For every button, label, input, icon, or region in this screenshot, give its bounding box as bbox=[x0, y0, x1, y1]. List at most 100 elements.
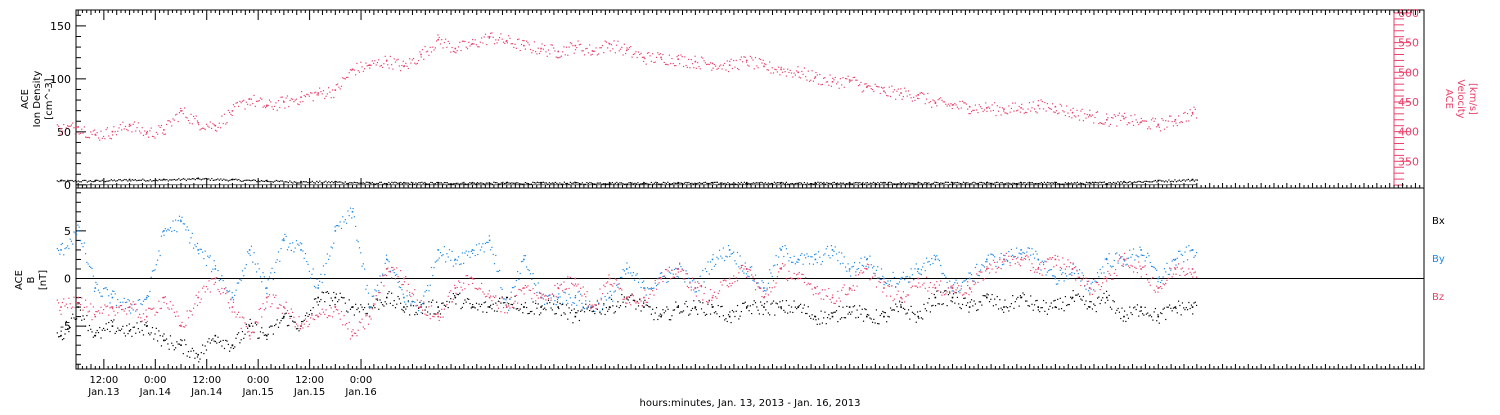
data-dot-series bbox=[1029, 182, 1030, 183]
data-dot-series bbox=[656, 57, 657, 58]
data-dot-series bbox=[111, 138, 112, 139]
data-dot-series bbox=[1093, 182, 1094, 183]
data-point-series bbox=[900, 92, 902, 94]
data-dot-By bbox=[1137, 256, 1138, 257]
data-dot-By bbox=[377, 285, 378, 286]
data-dot-By bbox=[792, 262, 793, 263]
data-dot-By bbox=[644, 288, 645, 289]
data-dot-By bbox=[318, 285, 319, 286]
data-dot-By bbox=[776, 255, 777, 256]
data-dot-series bbox=[349, 72, 350, 73]
data-dot-By bbox=[1156, 270, 1157, 271]
data-dot-series bbox=[280, 180, 281, 181]
data-dot-series bbox=[418, 60, 419, 61]
data-dot-series bbox=[811, 183, 812, 184]
data-dot-Bx bbox=[354, 314, 355, 315]
data-point-By bbox=[883, 278, 885, 280]
data-dot-By bbox=[261, 281, 262, 282]
data-dot-series bbox=[519, 183, 520, 184]
data-dot-series bbox=[359, 72, 360, 73]
data-dot-Bz bbox=[91, 319, 92, 320]
data-dot-series bbox=[306, 181, 307, 182]
data-dot-series bbox=[693, 67, 694, 68]
data-dot-By bbox=[167, 229, 168, 230]
data-dot-By bbox=[513, 287, 514, 288]
data-dot-series bbox=[1186, 179, 1187, 180]
data-dot-series bbox=[739, 59, 740, 60]
data-dot-Bx bbox=[352, 306, 353, 307]
data-dot-Bx bbox=[332, 300, 333, 301]
data-dot-series bbox=[715, 66, 716, 67]
data-dot-Bz bbox=[68, 298, 69, 299]
data-dot-series bbox=[310, 182, 311, 183]
data-dot-By bbox=[959, 290, 960, 291]
data-dot-By bbox=[1069, 266, 1070, 267]
data-dot-series bbox=[494, 43, 495, 44]
data-dot-Bx bbox=[1056, 307, 1057, 308]
data-point-Bx bbox=[1192, 306, 1194, 308]
data-dot-By bbox=[242, 270, 243, 271]
data-dot-Bz bbox=[248, 331, 249, 332]
data-point-By bbox=[215, 268, 217, 270]
data-dot-series bbox=[336, 84, 337, 85]
data-dot-series bbox=[636, 183, 637, 184]
data-dot-series bbox=[986, 111, 987, 112]
data-dot-By bbox=[486, 242, 487, 243]
data-dot-By bbox=[388, 261, 389, 262]
data-dot-Bx bbox=[530, 311, 531, 312]
data-dot-Bz bbox=[97, 311, 98, 312]
data-dot-By bbox=[809, 263, 810, 264]
data-dot-series bbox=[894, 183, 895, 184]
data-dot-By bbox=[368, 293, 369, 294]
data-dot-By bbox=[333, 243, 334, 244]
data-dot-Bx bbox=[787, 313, 788, 314]
data-dot-Bx bbox=[172, 345, 173, 346]
data-dot-Bx bbox=[406, 306, 407, 307]
data-dot-Bx bbox=[819, 324, 820, 325]
data-dot-By bbox=[404, 301, 405, 302]
data-dot-By bbox=[966, 279, 967, 280]
data-dot-series bbox=[288, 182, 289, 183]
data-dot-Bx bbox=[319, 301, 320, 302]
data-dot-series bbox=[376, 183, 377, 184]
data-dot-Bx bbox=[367, 313, 368, 314]
data-dot-By bbox=[990, 254, 991, 255]
data-dot-series bbox=[213, 180, 214, 181]
data-dot-By bbox=[974, 281, 975, 282]
data-dot-Bx bbox=[292, 321, 293, 322]
data-dot-By bbox=[148, 296, 149, 297]
data-dot-By bbox=[665, 277, 666, 278]
data-dot-series bbox=[590, 54, 591, 55]
data-dot-series bbox=[374, 60, 375, 61]
data-dot-By bbox=[406, 295, 407, 296]
data-dot-series bbox=[63, 124, 64, 125]
data-dot-By bbox=[410, 304, 411, 305]
data-dot-series bbox=[1010, 112, 1011, 113]
data-dot-By bbox=[887, 280, 888, 281]
data-dot-series bbox=[1050, 183, 1051, 184]
data-dot-series bbox=[1141, 118, 1142, 119]
data-dot-Bx bbox=[544, 308, 545, 309]
data-dot-Bx bbox=[387, 293, 388, 294]
data-dot-series bbox=[309, 96, 310, 97]
data-point-series bbox=[746, 60, 748, 62]
data-dot-series bbox=[361, 66, 362, 67]
data-dot-series bbox=[1136, 119, 1137, 120]
data-dot-series bbox=[507, 42, 508, 43]
data-point-Bz bbox=[94, 316, 96, 318]
data-point-series bbox=[763, 66, 765, 68]
data-dot-Bx bbox=[684, 303, 685, 304]
data-dot-Bx bbox=[1139, 311, 1140, 312]
data-dot-Bx bbox=[923, 304, 924, 305]
data-dot-By bbox=[1064, 280, 1065, 281]
data-dot-series bbox=[258, 180, 259, 181]
data-dot-series bbox=[748, 66, 749, 67]
data-dot-series bbox=[247, 104, 248, 105]
data-dot-Bz bbox=[202, 288, 203, 289]
data-dot-Bx bbox=[900, 304, 901, 305]
data-dot-series bbox=[378, 59, 379, 60]
data-dot-Bz bbox=[172, 305, 173, 306]
data-dot-By bbox=[279, 261, 280, 262]
data-dot-By bbox=[568, 294, 569, 295]
